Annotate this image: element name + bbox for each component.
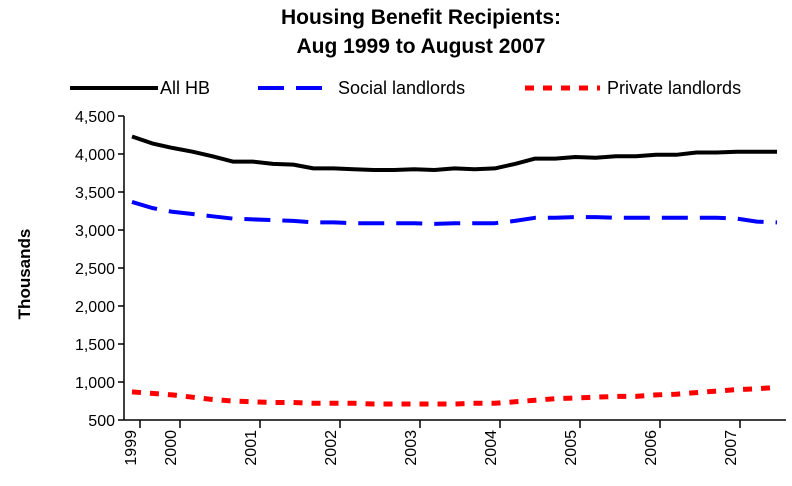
y-tick-label: 3,500	[75, 185, 115, 202]
legend-label-3: Private landlords	[607, 78, 741, 98]
y-tick-label: 4,000	[75, 147, 115, 164]
y-tick-label: 4,500	[75, 109, 115, 126]
legend-label-1: All HB	[160, 78, 210, 98]
x-tick-label: 2004	[483, 430, 500, 466]
x-tick-label: 2000	[163, 430, 180, 466]
series-line-3	[131, 384, 778, 407]
x-tick-label: 2002	[323, 430, 340, 466]
y-tick-label: 1,000	[75, 375, 115, 392]
y-tick-label: 1,500	[75, 337, 115, 354]
x-tick-label: 2003	[403, 430, 420, 466]
y-tick-label: 2,500	[75, 261, 115, 278]
y-tick-label: 2,000	[75, 299, 115, 316]
x-tick-label: 2006	[643, 430, 660, 466]
x-tick-label: 1999	[123, 430, 140, 466]
x-tick-label: 2007	[723, 430, 740, 466]
x-tick-label: 2001	[243, 430, 260, 466]
x-tick-label: 2005	[563, 430, 580, 466]
chart-title-line-1: Housing Benefit Recipients:	[281, 6, 561, 29]
legend: All HB Social landlords Private landlords	[70, 78, 741, 98]
y-tick-label: 500	[88, 413, 115, 430]
legend-label-2: Social landlords	[338, 78, 465, 98]
chart-title-line-2: Aug 1999 to August 2007	[297, 35, 546, 58]
y-tick-label: 3,000	[75, 223, 115, 240]
y-axis-label: Thousands	[15, 229, 34, 320]
plot-area: 500 1,000 1,500 2,000 2,500 3,000 3,500 4,000 4,…	[75, 109, 786, 466]
series-line-1	[131, 134, 777, 172]
series-line-2	[131, 199, 778, 226]
